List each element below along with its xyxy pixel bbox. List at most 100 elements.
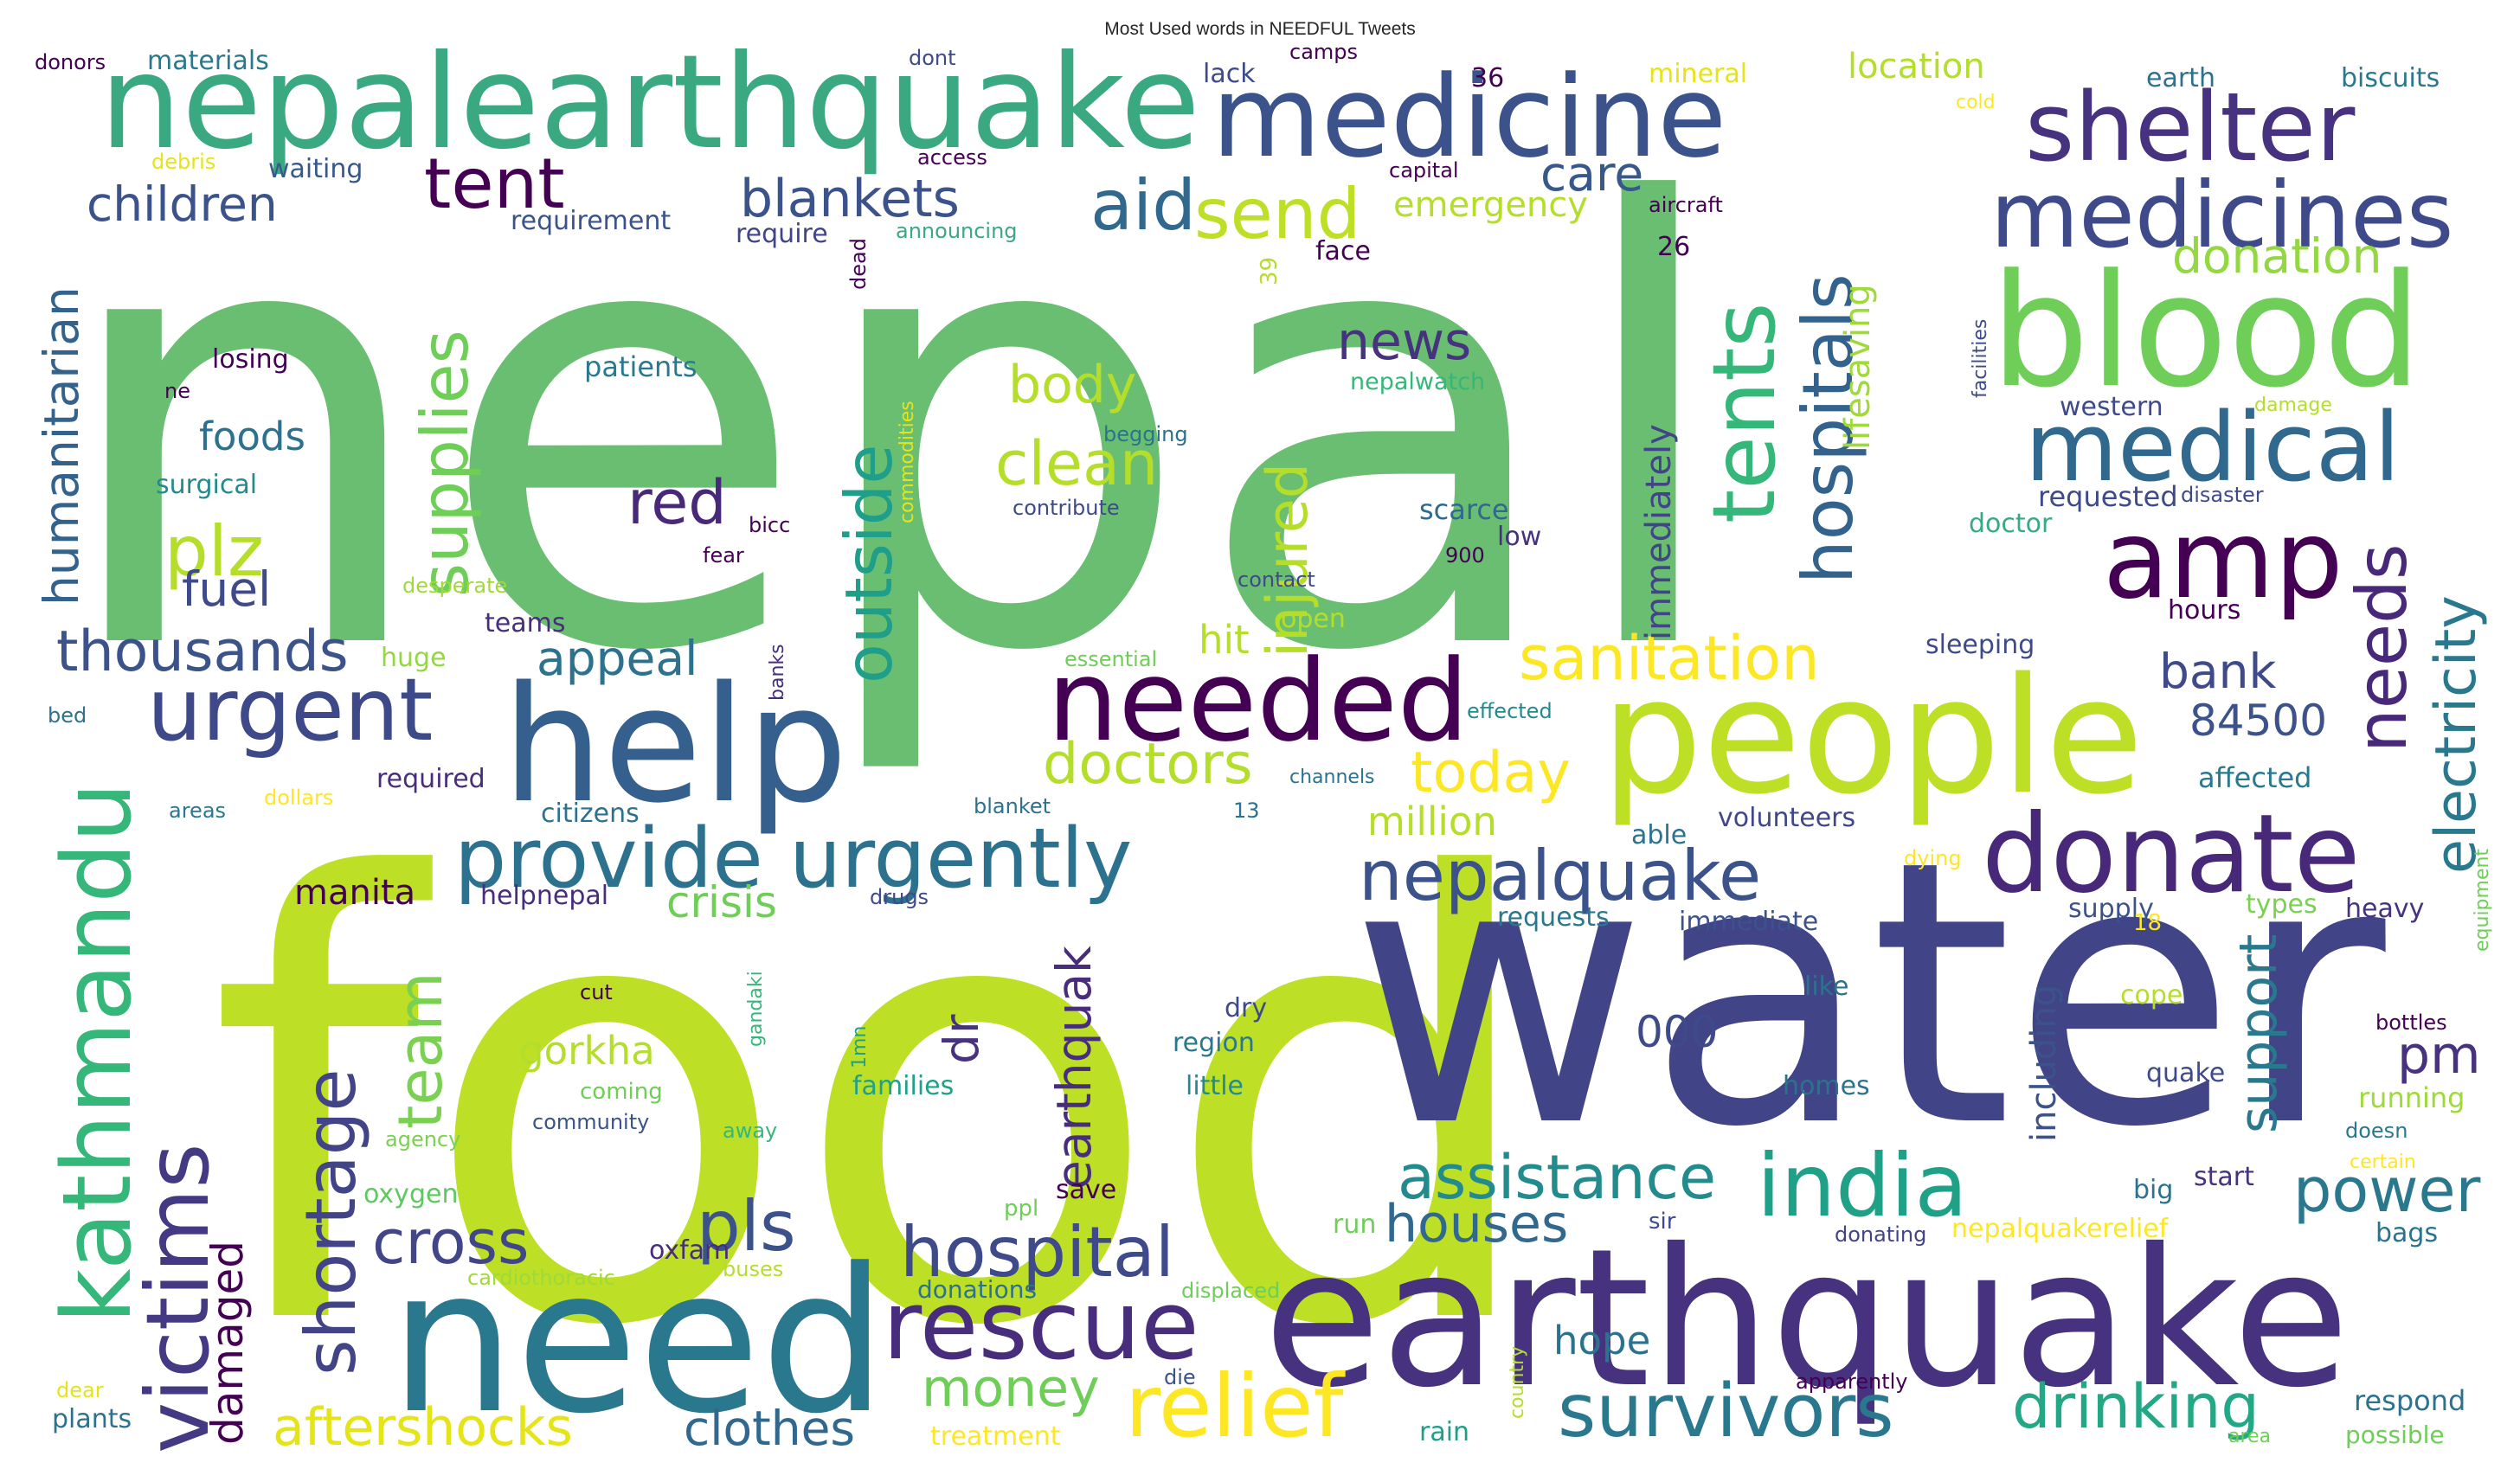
word-hospitals: hospitals [1788,273,1868,584]
word-sir: sir [1649,1209,1676,1235]
word-possible: possible [2345,1421,2445,1449]
word-crisis: crisis [666,877,777,927]
word-start: start [2194,1162,2254,1192]
word-000: 000 [1636,1007,1718,1057]
word-rain: rain [1419,1417,1469,1447]
word-tents: tents [1694,303,1795,523]
word-supplies: supplies [407,330,483,597]
word-medicines: medicines [1990,163,2453,268]
word-needs: needs [2342,543,2422,753]
word-dear: dear [56,1378,104,1402]
word-dry: dry [1225,993,1267,1023]
word-shelter: shelter [2025,72,2356,183]
word-required: required [376,764,485,794]
word-country: country [1507,1346,1528,1419]
word-blanket: blanket [974,794,1051,818]
word-earthquake: earthquake [1263,1208,2350,1429]
word-cross: cross [372,1207,530,1278]
word-families: families [852,1071,954,1101]
word-blood: blood [1990,241,2422,422]
word-losing: losing [212,344,289,375]
word-areas: areas [169,799,226,823]
word-power: power [2293,1155,2481,1226]
word-send: send [1194,174,1360,254]
word-bed: bed [48,703,87,728]
word-running: running [2358,1081,2465,1114]
word-supply: supply [2068,894,2154,924]
word-surgical: surgical [156,470,257,500]
word-aircraft: aircraft [1649,193,1723,217]
word-equipment: equipment [2472,849,2493,952]
word-earthquak: earthquak [1046,946,1102,1190]
word-respond: respond [2354,1384,2465,1417]
word-western: western [2060,392,2163,422]
word-fuel: fuel [182,561,271,617]
word-dollars: dollars [264,786,333,810]
word-lack: lack [1203,59,1256,89]
word-plz: plz [164,511,264,592]
word-help: help [502,651,848,838]
word-banks: banks [767,644,788,701]
word-donation: donation [2172,228,2382,284]
word-aid: aid [1090,165,1196,246]
word-relief: relief [1125,1356,1347,1457]
word-oxfam: oxfam [649,1235,730,1266]
word-team: team [385,972,456,1129]
word-camps: camps [1289,40,1358,64]
word-displaced: displaced [1181,1279,1280,1303]
word-money: money [922,1358,1100,1419]
word-blankets: blankets [740,169,960,229]
word-needed: needed [1047,635,1469,767]
word-contact: contact [1238,568,1315,592]
word-little: little [1186,1071,1244,1101]
word-houses: houses [1385,1194,1568,1254]
word-news: news [1337,311,1471,372]
word-mineral: mineral [1649,59,1747,89]
word-biscuits: biscuits [2341,63,2440,93]
word-save: save [1056,1175,1116,1205]
word-damage: damage [2254,395,2332,416]
word-patients: patients [584,350,698,383]
word-donors: donors [35,50,106,74]
word-require: require [736,219,828,249]
word-waiting: waiting [268,154,363,184]
word-facilities: facilities [1970,319,1991,398]
word-nepal: nepal [52,79,1732,784]
word-tent: tent [424,144,565,224]
word-helpnepal: helpnepal [480,881,608,911]
word-open: open [1281,604,1346,634]
word-agency: agency [385,1127,460,1151]
word-scarce: scarce [1419,493,1509,526]
word-region: region [1173,1028,1255,1058]
word-injured: injured [1256,463,1321,658]
word-assistance: assistance [1398,1142,1716,1213]
word-channels: channels [1289,767,1375,788]
word-hours: hours [2168,595,2240,625]
word-1mn: 1mn [849,1026,871,1068]
word-types: types [2246,889,2318,920]
word-cold: cold [1956,92,1996,113]
word-13: 13 [1233,799,1260,823]
word-donations: donations [917,1275,1037,1304]
word-requests: requests [1497,902,1610,933]
word-shortage: shortage [291,1068,371,1376]
word-volunteers: volunteers [1718,803,1855,833]
word-donating: donating [1835,1222,1926,1247]
word-dont: dont [909,46,956,70]
word-water: water [1350,784,2389,1207]
word-clothes: clothes [684,1401,855,1456]
word-contribute: contribute [1012,496,1120,520]
word-earth: earth [2146,63,2215,93]
word-dying: dying [1904,846,1962,870]
word-heavy: heavy [2345,894,2424,924]
word-doctors: doctors [1043,732,1253,797]
word-nepalquake: nepalquake [1359,836,1761,916]
word-doctor: doctor [1969,509,2053,539]
word-medicine: medicine [1212,51,1726,183]
word-nepalwatch: nepalwatch [1350,369,1485,395]
word-kathmandu: kathmandu [42,782,152,1324]
word-materials: materials [147,46,269,76]
word-drinking: drinking [2012,1371,2260,1442]
chart-title: Most Used words in NEEDFUL Tweets [1104,19,1416,39]
word-bottles: bottles [2375,1010,2447,1035]
